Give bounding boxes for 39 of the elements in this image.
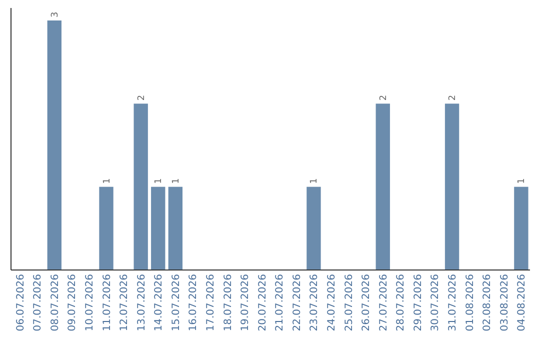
data-label: 2	[448, 94, 458, 101]
data-label: 1	[154, 178, 164, 184]
x-tick-label: 26.07.2026	[361, 274, 372, 332]
x-tick-label: 09.07.2026	[67, 274, 78, 332]
x-tick-label: 10.07.2026	[84, 274, 96, 332]
x-tick-label: 01.08.2026	[464, 274, 476, 332]
x-tick-label: 23.07.2026	[309, 274, 320, 332]
data-label: 1	[517, 178, 528, 184]
x-tick-label: 14.07.2026	[154, 274, 165, 332]
x-tick-label: 13.07.2026	[136, 274, 148, 332]
x-tick-label: 04.08.2026	[516, 274, 528, 332]
x-tick-label: 31.07.2026	[448, 274, 459, 332]
x-tick-label: 15.07.2026	[170, 274, 182, 332]
x-tick-label: 24.07.2026	[326, 274, 338, 332]
x-tick-label: 11.07.2026	[102, 274, 113, 332]
x-tick-label: 07.07.2026	[32, 274, 44, 332]
x-tick-label: 28.07.2026	[396, 274, 407, 332]
x-tick-label: 02.08.2026	[482, 274, 494, 332]
x-tick-label: 21.07.2026	[274, 274, 286, 332]
x-tick-label: 29.07.2026	[412, 274, 424, 332]
data-label: 1	[102, 178, 112, 184]
x-tick-label: 30.07.2026	[430, 274, 442, 332]
data-label: 3	[50, 12, 60, 18]
data-label: 1	[310, 178, 320, 184]
x-tick-label: 19.07.2026	[240, 274, 252, 332]
x-tick-label: 22.07.2026	[292, 274, 303, 332]
x-tick-label: 27.07.2026	[378, 274, 390, 332]
x-tick-label: 06.07.2026	[15, 274, 26, 332]
x-tick-label: 18.07.2026	[222, 274, 234, 332]
data-label: 2	[136, 94, 147, 101]
x-tick-label: 16.07.2026	[188, 274, 200, 332]
data-label: 1	[171, 178, 182, 184]
x-tick-label: 12.07.2026	[119, 274, 130, 332]
x-tick-label: 17.07.2026	[205, 274, 216, 332]
data-label: 2	[378, 94, 389, 101]
x-tick-label: 08.07.2026	[50, 274, 61, 332]
x-tick-label: 25.07.2026	[344, 274, 355, 332]
x-tick-label: 03.08.2026	[499, 274, 510, 332]
x-tick-label: 20.07.2026	[257, 274, 268, 332]
